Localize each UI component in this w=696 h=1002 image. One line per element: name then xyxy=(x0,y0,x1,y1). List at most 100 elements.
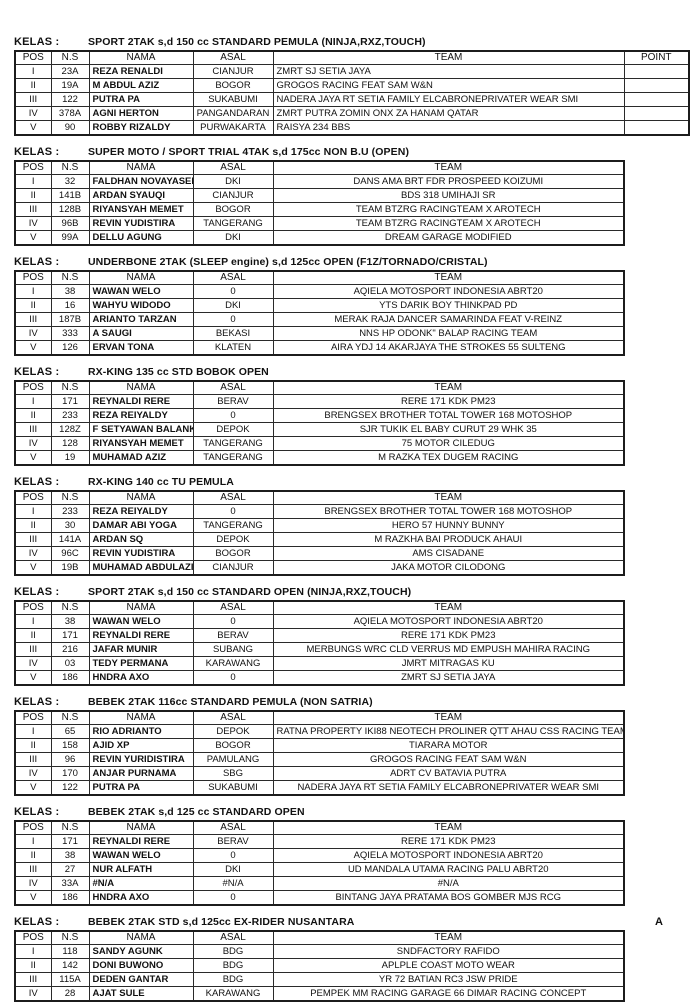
class-section: KELAS : BEBEK 2TAK 116cc STANDARD PEMULA… xyxy=(14,696,690,796)
table-header-row: POS N.S NAMA ASAL TEAM xyxy=(14,270,625,285)
pos-cell: II xyxy=(14,298,52,313)
pos-cell: III xyxy=(14,642,52,657)
pos-cell: II xyxy=(14,848,52,863)
asal-cell: 0 xyxy=(192,504,274,519)
pos-cell: IV xyxy=(14,656,52,671)
asal-cell: 0 xyxy=(192,670,274,686)
team-cell: RAISYA 234 BBS xyxy=(272,120,625,136)
team-cell: GROGOS RACING FEAT SAM W&N xyxy=(272,752,625,767)
results-table: POS N.S NAMA ASAL TEAM I 171 REYNALDI RERE… xyxy=(14,820,625,906)
nama-cell: A SAUGI xyxy=(88,326,194,341)
table-row: IV 170 ANJAR PURNAMA SBG ADRT CV BATAVIA PUT… xyxy=(14,766,625,781)
class-section: KELAS : RX-KING 135 cc STD BOBOK OPEN PO… xyxy=(14,366,690,466)
ns-cell: 158 xyxy=(50,738,90,753)
asal-cell: DEPOK xyxy=(192,422,274,437)
team-cell: RERE 171 KDK PM23 xyxy=(272,394,625,409)
table-row: I 38 WAWAN WELO 0 AQIELA MOTOSPORT INDONESIA… xyxy=(14,284,625,299)
ns-cell: 27 xyxy=(50,862,90,877)
ns-cell: 33A xyxy=(50,876,90,891)
asal-cell: PAMULANG xyxy=(192,752,274,767)
ns-cell: 141A xyxy=(50,532,90,547)
col-header-team: TEAM xyxy=(272,820,625,835)
pos-cell: I xyxy=(14,944,52,959)
col-header-ns: N.S xyxy=(50,50,90,65)
asal-cell: SUBANG xyxy=(192,642,274,657)
kelas-label: KELAS : xyxy=(14,696,60,708)
point-cell xyxy=(623,64,690,79)
table-body: I 118 SANDY AGUNK BDG SNDFACTORY RAFIDO II 142… xyxy=(14,944,625,1002)
team-cell: AQIELA MOTOSPORT INDONESIA ABRT20 xyxy=(272,284,625,299)
asal-cell: CIANJUR xyxy=(192,64,274,79)
nama-cell: DEDEN GANTAR xyxy=(88,972,194,987)
asal-cell: 0 xyxy=(192,284,274,299)
results-table: POS N.S NAMA ASAL TEAM I 65 RIO ADRIANTO DE… xyxy=(14,710,625,796)
pos-cell: V xyxy=(14,560,52,576)
pos-cell: I xyxy=(14,834,52,849)
col-header-nama: NAMA xyxy=(88,160,194,175)
team-cell: M RAZKHA BAI PRODUCK AHAUI xyxy=(272,532,625,547)
table-row: I 118 SANDY AGUNK BDG SNDFACTORY RAFIDO xyxy=(14,944,625,959)
asal-cell: BERAV xyxy=(192,834,274,849)
col-header-nama: NAMA xyxy=(88,270,194,285)
nama-cell: WAWAN WELO xyxy=(88,848,194,863)
col-header-pos: POS xyxy=(14,50,52,65)
ns-cell: 99A xyxy=(50,230,90,246)
note-a: A xyxy=(655,916,663,928)
asal-cell: DKI xyxy=(192,174,274,189)
team-cell: BDS 318 UMIHAJI SR xyxy=(272,188,625,203)
team-cell: #N/A xyxy=(272,876,625,891)
nama-cell: ARDAN SQ xyxy=(88,532,194,547)
team-cell: NNS HP ODONK" BALAP RACING TEAM xyxy=(272,326,625,341)
asal-cell: KARAWANG xyxy=(192,986,274,1002)
ns-cell: 142 xyxy=(50,958,90,973)
pos-cell: III xyxy=(14,752,52,767)
col-header-asal: ASAL xyxy=(192,380,274,395)
ns-cell: 187B xyxy=(50,312,90,327)
team-cell: JMRT MITRAGAS KU xyxy=(272,656,625,671)
ns-cell: 30 xyxy=(50,518,90,533)
team-cell: ZMRT PUTRA ZOMIN ONX ZA HANAM QATAR xyxy=(272,106,625,121)
nama-cell: ARDAN SYAUQI xyxy=(88,188,194,203)
pos-cell: I xyxy=(14,504,52,519)
team-cell: AQIELA MOTOSPORT INDONESIA ABRT20 xyxy=(272,614,625,629)
asal-cell: DKI xyxy=(192,298,274,313)
pos-cell: II xyxy=(14,628,52,643)
col-header-nama: NAMA xyxy=(88,710,194,725)
nama-cell: FALDHAN NOVAYASER xyxy=(88,174,194,189)
team-cell: RERE 171 KDK PM23 xyxy=(272,834,625,849)
section-title-line: KELAS : RX-KING 135 cc STD BOBOK OPEN xyxy=(14,366,690,379)
kelas-label: KELAS : xyxy=(14,806,60,818)
sections-container: KELAS : SPORT 2TAK s,d 150 cc STANDARD P… xyxy=(14,36,690,1002)
asal-cell: BOGOR xyxy=(192,546,274,561)
table-row: V 126 ERVAN TONA KLATEN AIRA YDJ 14 AKARJAYA… xyxy=(14,340,625,356)
section-title-line: KELAS : BEBEK 2TAK 116cc STANDARD PEMULA… xyxy=(14,696,690,709)
results-table: POS N.S NAMA ASAL TEAM I 32 FALDHAN NOVAYA… xyxy=(14,160,625,246)
table-row: I 23A REZA RENALDI CIANJUR ZMRT SJ SETIA JAY… xyxy=(14,64,690,79)
team-cell: TIARARA MOTOR xyxy=(272,738,625,753)
nama-cell: REYNALDI RERE xyxy=(88,834,194,849)
table-row: III 128Z F SETYAWAN BALANK DEPOK SJR TUKIK E… xyxy=(14,422,625,437)
asal-cell: CIANJUR xyxy=(192,188,274,203)
team-cell: ADRT CV BATAVIA PUTRA xyxy=(272,766,625,781)
pos-cell: V xyxy=(14,670,52,686)
table-body: I 32 FALDHAN NOVAYASER DKI DANS AMA BRT FDR … xyxy=(14,174,625,246)
results-table: POS N.S NAMA ASAL TEAM POINT I 23A REZA RE… xyxy=(14,50,690,136)
ns-cell: 38 xyxy=(50,614,90,629)
team-cell: AQIELA MOTOSPORT INDONESIA ABRT20 xyxy=(272,848,625,863)
col-header-pos: POS xyxy=(14,270,52,285)
col-header-ns: N.S xyxy=(50,820,90,835)
class-section: KELAS : SPORT 2TAK s,d 150 cc STANDARD P… xyxy=(14,36,690,136)
col-header-asal: ASAL xyxy=(192,930,274,945)
ns-cell: 333 xyxy=(50,326,90,341)
section-title: BEBEK 2TAK STD s,d 125cc EX-RIDER NUSANT… xyxy=(88,916,355,928)
table-row: III 187B ARIANTO TARZAN 0 MERAK RAJA DANCER … xyxy=(14,312,625,327)
team-cell: YR 72 BATIAN RC3 JSW PRIDE xyxy=(272,972,625,987)
asal-cell: PANGANDARAN xyxy=(192,106,274,121)
pos-cell: II xyxy=(14,78,52,93)
ns-cell: 19 xyxy=(50,450,90,466)
team-cell: BINTANG JAYA PRATAMA BOS GOMBER MJS RCG xyxy=(272,890,625,906)
team-cell: MERAK RAJA DANCER SAMARINDA FEAT V-REINZ xyxy=(272,312,625,327)
nama-cell: WAWAN WELO xyxy=(88,284,194,299)
team-cell: BRENGSEX BROTHER TOTAL TOWER 168 MOTOSHO… xyxy=(272,504,625,519)
